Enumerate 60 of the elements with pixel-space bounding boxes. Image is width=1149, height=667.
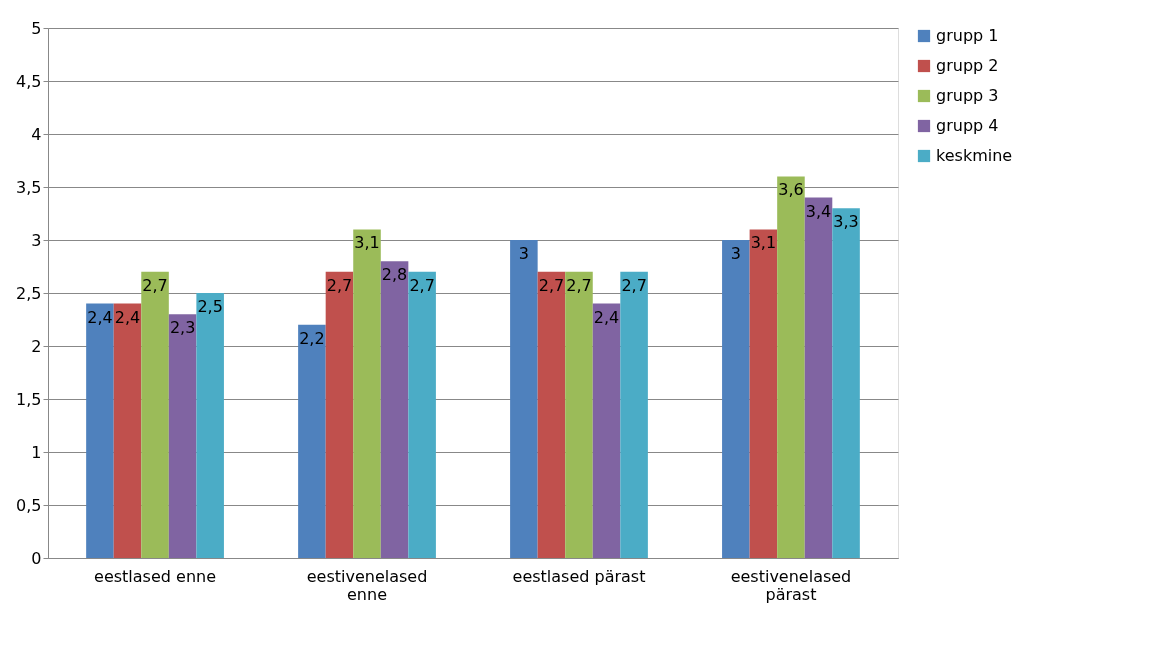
data-label: 2,2: [299, 328, 325, 348]
legend-label: grupp 3: [936, 86, 999, 105]
data-label: 2,7: [621, 275, 647, 295]
bar: [86, 303, 114, 558]
bar: [510, 240, 538, 558]
y-tick-label: 5: [31, 18, 42, 38]
bar: [592, 303, 621, 558]
data-label: 3,4: [805, 201, 832, 221]
bar: [749, 229, 778, 558]
bar: [353, 229, 381, 558]
y-tick-label: 1,5: [16, 389, 42, 409]
bar: [298, 324, 326, 558]
x-tick-label: eestivenelased pärast: [730, 566, 852, 604]
y-tick-label: 4,5: [16, 71, 42, 91]
data-label: 2,7: [538, 275, 565, 295]
bar: [537, 271, 566, 558]
bar: [141, 271, 169, 558]
x-tick-label: eestivenelased enne: [306, 566, 428, 604]
legend-label: grupp 1: [936, 26, 999, 45]
bar: [832, 208, 860, 558]
data-label: 2,7: [326, 275, 353, 295]
y-tick-label: 2,5: [16, 283, 42, 303]
bar: [565, 271, 593, 558]
data-label: 3,1: [354, 233, 380, 253]
data-label: 3,3: [833, 212, 859, 232]
bar: [620, 271, 648, 558]
data-label: 2,4: [114, 307, 141, 327]
legend-label: keskmine: [936, 146, 1013, 165]
y-tick-label: 0,5: [16, 495, 42, 515]
bar: [168, 314, 197, 558]
bar: [196, 293, 224, 558]
data-label: 2,7: [409, 275, 435, 295]
data-label: 2,8: [381, 265, 408, 285]
y-tick-label: 3: [31, 230, 42, 250]
data-label: 2,7: [566, 275, 592, 295]
bar: [722, 240, 750, 558]
x-tick-label: eestlased enne: [94, 566, 217, 586]
data-label: 2,4: [87, 307, 113, 327]
y-tick-label: 0: [31, 548, 42, 568]
y-tick-label: 1: [31, 442, 42, 462]
y-tick-label: 2: [31, 336, 42, 356]
data-label: 3: [730, 244, 741, 263]
data-label: 2,4: [593, 307, 620, 327]
data-label: 3: [518, 244, 529, 263]
y-tick-label: 3,5: [16, 177, 42, 197]
legend-label: grupp 4: [936, 116, 999, 135]
data-label: 2,3: [169, 318, 196, 338]
data-label: 2,7: [142, 275, 168, 295]
bar: [325, 271, 354, 558]
y-tick-label: 4: [31, 124, 42, 144]
bar: [113, 303, 142, 558]
bar: [777, 176, 805, 558]
bar: [408, 271, 436, 558]
x-tick-label: eestlased pärast: [512, 566, 646, 586]
bar: [804, 197, 833, 558]
legend-label: grupp 2: [936, 56, 999, 75]
data-label: 3,1: [750, 233, 777, 253]
data-label: 2,5: [197, 297, 223, 316]
data-label: 3,6: [778, 180, 804, 200]
bar: [380, 261, 409, 558]
